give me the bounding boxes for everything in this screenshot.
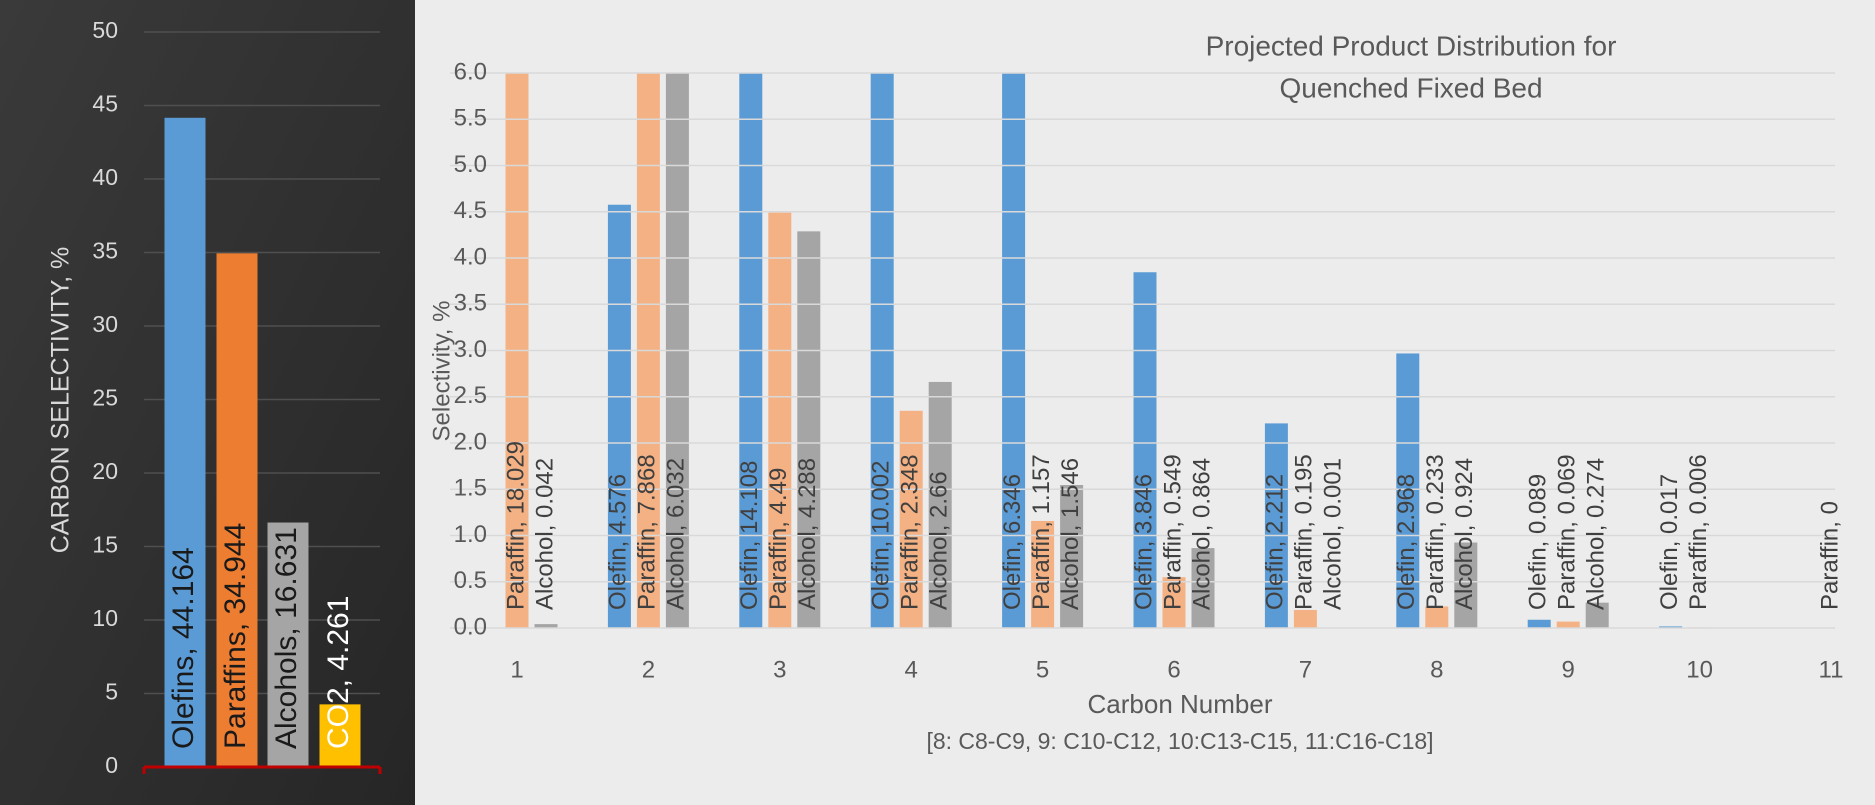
y-tick-label: 15 [92, 532, 118, 558]
data-label: Paraffin, 1.157 [1028, 454, 1055, 610]
x-tick-label: 7 [1299, 656, 1312, 683]
data-label: Alcohol, 0.924 [1451, 458, 1478, 610]
data-label: Olefin, 0.089 [1525, 474, 1552, 610]
y-tick-label: 5 [105, 679, 118, 705]
data-label: Paraffin, 0 [1816, 501, 1843, 610]
data-label: Paraffins, 34.944 [219, 523, 252, 749]
data-label: Alcohol, 0.864 [1188, 458, 1215, 610]
bar [1454, 542, 1478, 628]
data-label: Paraffin, 2.348 [897, 454, 924, 610]
y-tick-label: 0 [105, 752, 118, 778]
bar [216, 253, 258, 768]
chart-title: Quenched Fixed Bed [1279, 72, 1542, 103]
x-tick-label: 4 [905, 656, 918, 683]
data-label: Olefin, 14.108 [736, 461, 763, 610]
x-tick-label: 3 [773, 656, 786, 683]
bar [899, 410, 923, 628]
bar [1162, 577, 1186, 628]
data-label: Olefin, 0.017 [1656, 474, 1683, 610]
data-label: Alcohol, 1.546 [1057, 458, 1084, 610]
bar [267, 522, 309, 767]
y-tick-label: 0.0 [454, 613, 487, 640]
bar [164, 117, 206, 768]
data-label: Olefin, 10.002 [868, 461, 895, 610]
bar [1659, 626, 1683, 628]
bar [768, 212, 792, 629]
x-tick-label: 8 [1430, 656, 1443, 683]
y-axis-label: CARBON SELECTIVITY, % [47, 247, 75, 554]
bar [1425, 606, 1449, 628]
data-label: Paraffin, 0.069 [1554, 454, 1581, 610]
data-label: Paraffin, 18.029 [502, 441, 529, 610]
data-label: Paraffin, 0.006 [1685, 454, 1712, 610]
y-tick-label: 45 [92, 91, 118, 117]
bar [1396, 353, 1420, 628]
bar [1585, 602, 1609, 628]
y-tick-label: 40 [92, 164, 118, 190]
data-label: Olefin, 2.968 [1393, 474, 1420, 610]
data-label: Olefin, 6.346 [999, 474, 1026, 610]
y-tick-label: 35 [92, 238, 118, 264]
data-label: Alcohol, 0.274 [1583, 458, 1610, 610]
data-label: Paraffin, 0.549 [1159, 454, 1186, 610]
y-tick-label: 0.5 [454, 567, 487, 594]
data-label: Alcohol, 6.032 [663, 458, 690, 610]
y-tick-label: 1.0 [454, 521, 487, 548]
x-tick-label: 2 [642, 656, 655, 683]
bar [1031, 520, 1055, 628]
data-label: Olefin, 4.576 [605, 474, 632, 610]
left-panel [0, 0, 415, 805]
data-label: Paraffin, 4.49 [765, 468, 792, 610]
data-label: Olefins, 44.164 [167, 547, 200, 749]
data-label: Alcohol, 0.001 [1320, 458, 1347, 610]
data-label: CO2, 4.261 [322, 596, 355, 749]
bar [319, 704, 361, 767]
data-label: Alcohol, 4.288 [794, 458, 821, 610]
data-label: Olefin, 3.846 [1130, 474, 1157, 610]
y-tick-label: 6.0 [454, 58, 487, 85]
bar [1060, 484, 1084, 628]
y-tick-label: 3.0 [454, 336, 487, 363]
x-tick-label: 10 [1686, 656, 1713, 683]
data-label: Alcohols, 16.631 [270, 527, 303, 749]
x-tick-label: 11 [1819, 656, 1844, 683]
y-tick-label: 30 [92, 311, 118, 337]
y-tick-label: 3.5 [454, 290, 487, 317]
x-axis-label: Carbon Number [1088, 689, 1273, 719]
bar [1133, 272, 1157, 628]
bar [1527, 619, 1551, 628]
data-label: Paraffin, 0.195 [1291, 454, 1318, 610]
bar [1191, 548, 1215, 628]
y-tick-label: 10 [92, 605, 118, 631]
y-tick-label: 4.0 [454, 243, 487, 270]
chart-title: Projected Product Distribution for [1206, 30, 1617, 61]
data-label: Paraffin, 7.868 [634, 454, 661, 610]
x-tick-label: 9 [1562, 656, 1575, 683]
data-label: Paraffin, 0.233 [1422, 454, 1449, 610]
y-tick-label: 4.5 [454, 197, 487, 224]
bar [1264, 423, 1288, 628]
bar [534, 624, 558, 628]
y-tick-label: 2.0 [454, 428, 487, 455]
note: [8: C8-C9, 9: C10-C12, 10:C13-C15, 11:C1… [926, 728, 1433, 754]
y-tick-label: 2.5 [454, 382, 487, 409]
y-axis-label: Selectivity, % [428, 301, 455, 442]
data-label: Alcohol, 0.042 [531, 458, 558, 610]
y-tick-label: 20 [92, 458, 118, 484]
x-tick-label: 5 [1036, 656, 1049, 683]
y-tick-label: 5.0 [454, 151, 487, 178]
y-tick-label: 25 [92, 385, 118, 411]
bar [1556, 621, 1580, 628]
data-label: Alcohol, 2.66 [926, 471, 953, 610]
y-tick-label: 50 [92, 17, 118, 43]
y-tick-label: 5.5 [454, 105, 487, 132]
bar [607, 204, 631, 628]
data-label: Olefin, 2.212 [1262, 474, 1289, 610]
x-tick-label: 6 [1167, 656, 1180, 683]
y-tick-label: 1.5 [454, 475, 487, 502]
bar [1293, 609, 1317, 628]
x-tick-label: 1 [510, 656, 523, 683]
bar [797, 231, 821, 629]
